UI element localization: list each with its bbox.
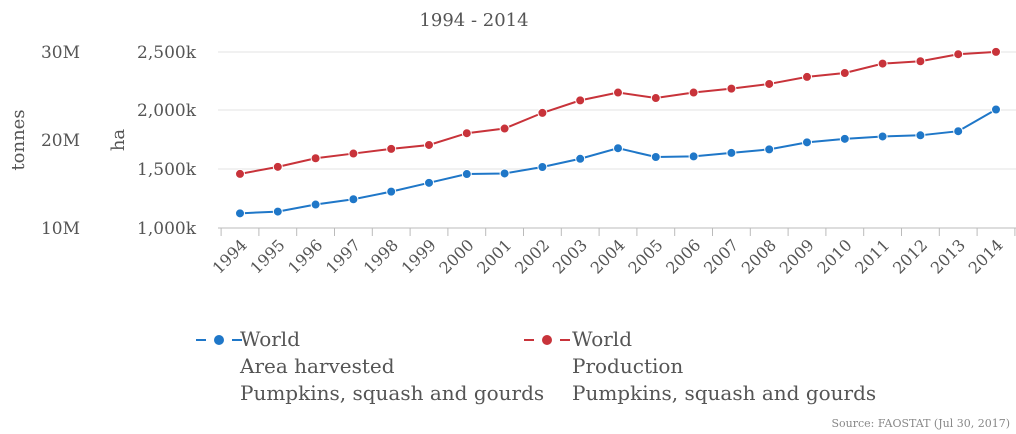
- data-point[interactable]: [839, 133, 850, 144]
- data-point[interactable]: [726, 147, 737, 158]
- data-point[interactable]: [991, 46, 1001, 57]
- legend-marker-production: [524, 335, 570, 345]
- left-axis-tick-label: 20M: [41, 131, 80, 151]
- legend-line: World: [240, 327, 300, 351]
- x-tick-label: 1994: [209, 235, 251, 277]
- data-point[interactable]: [310, 153, 321, 164]
- data-point[interactable]: [613, 143, 623, 154]
- data-point[interactable]: [877, 131, 888, 142]
- data-point[interactable]: [839, 67, 850, 78]
- x-tick-label: 2003: [549, 235, 591, 277]
- data-point[interactable]: [537, 107, 548, 118]
- chart-title: 1994 - 2014: [419, 10, 528, 31]
- x-tick-label: 1996: [284, 235, 326, 277]
- data-point[interactable]: [499, 168, 510, 179]
- x-tick-label: 2013: [927, 235, 969, 277]
- left-axis-tick-label: 30M: [41, 43, 80, 63]
- data-point[interactable]: [499, 123, 510, 134]
- legend-marker-area-harvested: [196, 335, 242, 345]
- legend-line: Pumpkins, squash and gourds: [572, 381, 877, 405]
- data-point[interactable]: [310, 199, 321, 210]
- left-axis-label: tonnes: [8, 109, 29, 170]
- x-axis: 1994199519961997199819992000200120022003…: [209, 228, 1016, 278]
- x-tick-label: 2007: [700, 235, 742, 277]
- x-tick-label: 2011: [851, 235, 893, 277]
- x-tick-label: 1997: [322, 235, 364, 277]
- data-point[interactable]: [613, 87, 623, 98]
- x-tick-label: 2002: [511, 235, 553, 277]
- data-point[interactable]: [915, 56, 926, 67]
- data-point[interactable]: [461, 128, 472, 139]
- data-point[interactable]: [348, 194, 359, 205]
- right-axis-tick-label: 2,000k: [137, 101, 197, 121]
- right-axis-tick-label: 1,500k: [137, 160, 197, 180]
- legend-item-area-harvested[interactable]: World Area harvested Pumpkins, squash an…: [196, 326, 544, 407]
- data-point[interactable]: [235, 208, 245, 219]
- x-tick-label: 2004: [587, 235, 629, 277]
- legend-item-production[interactable]: World Production Pumpkins, squash and go…: [524, 326, 876, 407]
- x-tick-label: 1995: [246, 235, 288, 277]
- data-point[interactable]: [272, 206, 283, 217]
- x-tick-label: 2009: [776, 235, 818, 277]
- data-point[interactable]: [802, 137, 812, 148]
- data-point[interactable]: [764, 78, 775, 89]
- x-tick-label: 2014: [965, 235, 1007, 277]
- data-point[interactable]: [877, 58, 888, 69]
- data-point[interactable]: [688, 87, 699, 98]
- data-point[interactable]: [764, 144, 775, 155]
- data-point[interactable]: [461, 169, 472, 180]
- x-tick-label: 2005: [624, 235, 666, 277]
- data-point[interactable]: [915, 130, 926, 141]
- data-point[interactable]: [953, 49, 964, 60]
- x-tick-label: 2006: [662, 235, 704, 277]
- legend-line: Production: [572, 354, 684, 378]
- x-tick-label: 2001: [473, 235, 515, 277]
- data-point[interactable]: [575, 153, 586, 164]
- data-point[interactable]: [386, 143, 397, 154]
- gridlines: [218, 51, 1016, 229]
- data-point[interactable]: [802, 71, 812, 82]
- legend-line: Area harvested: [240, 354, 395, 378]
- right-axis-tick-label: 1,000k: [137, 219, 197, 239]
- data-point[interactable]: [726, 83, 737, 94]
- data-point[interactable]: [348, 148, 359, 159]
- data-point[interactable]: [991, 104, 1001, 115]
- legend-line: World: [572, 327, 632, 351]
- data-point[interactable]: [424, 177, 434, 188]
- x-tick-label: 1998: [360, 235, 402, 277]
- x-tick-label: 2008: [738, 235, 780, 277]
- right-axis-tick-label: 2,500k: [137, 43, 197, 63]
- data-point[interactable]: [575, 95, 586, 106]
- right-axis-label: ha: [108, 129, 129, 152]
- series-group: [235, 46, 1001, 219]
- source-note: Source: FAOSTAT (Jul 30, 2017): [831, 417, 1010, 430]
- data-point[interactable]: [537, 161, 548, 172]
- x-tick-label: 2010: [813, 235, 855, 277]
- x-tick-label: 2012: [889, 235, 931, 277]
- x-tick-label: 1999: [398, 235, 440, 277]
- data-point[interactable]: [953, 126, 964, 137]
- data-point[interactable]: [650, 152, 661, 163]
- data-point[interactable]: [650, 93, 661, 104]
- left-axis-tick-label: 10M: [41, 219, 80, 239]
- data-point[interactable]: [424, 139, 434, 150]
- legend-line: Pumpkins, squash and gourds: [240, 381, 545, 405]
- data-point[interactable]: [235, 168, 245, 179]
- data-point[interactable]: [688, 151, 699, 162]
- right-axis-ticks: 2,500k 2,000k 1,500k 1,000k: [137, 43, 197, 239]
- x-tick-label: 2000: [435, 235, 477, 277]
- left-axis-ticks: 30M 20M 10M: [41, 43, 80, 239]
- data-point[interactable]: [272, 161, 283, 172]
- data-point[interactable]: [386, 186, 397, 197]
